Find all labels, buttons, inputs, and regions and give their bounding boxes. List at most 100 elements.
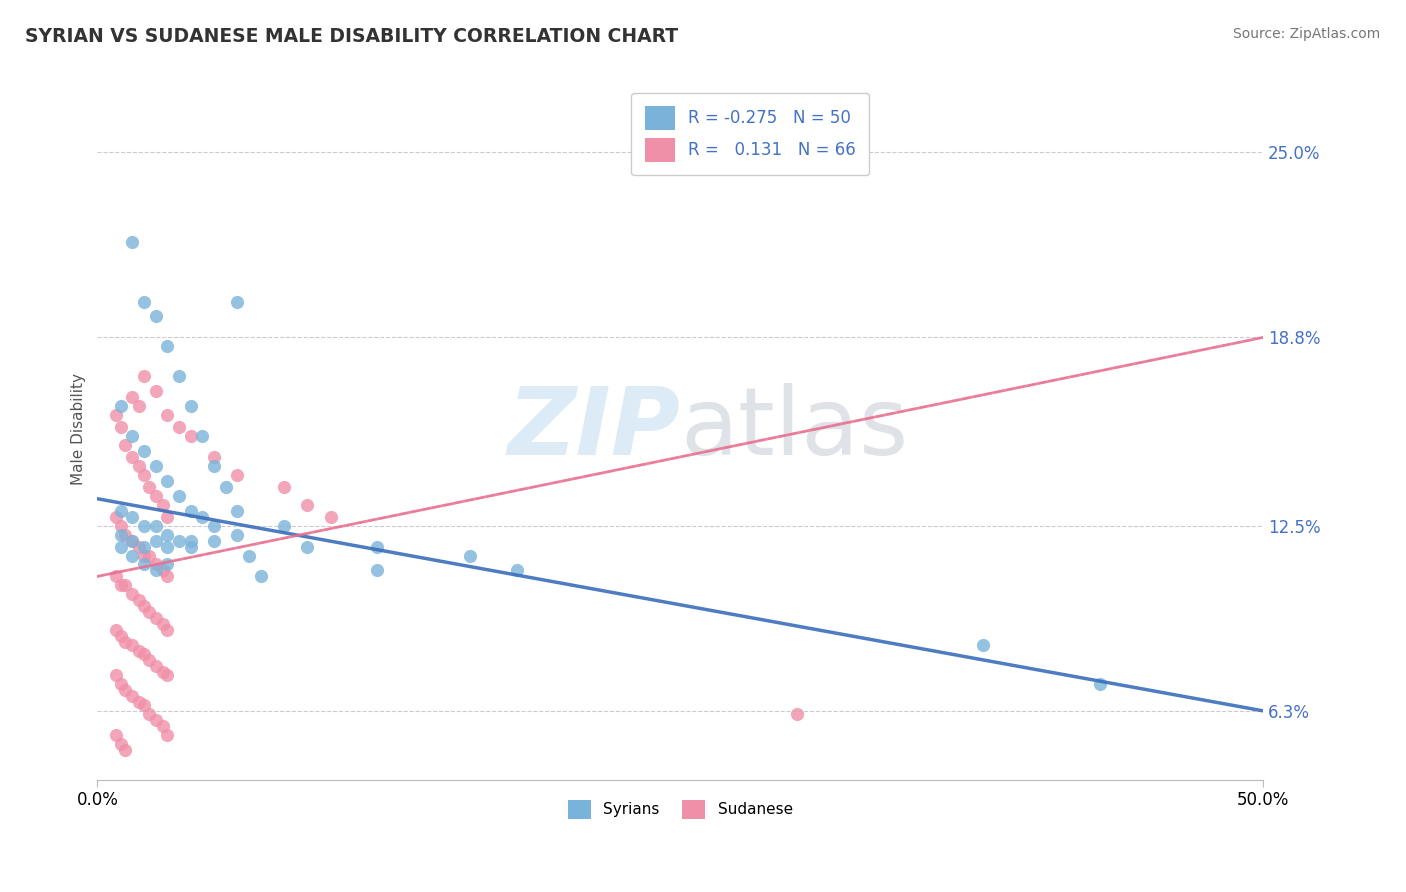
Point — [145, 310, 167, 324]
Point — [132, 599, 155, 614]
Point — [114, 743, 136, 757]
Point — [152, 719, 174, 733]
Point — [156, 509, 179, 524]
Point — [132, 549, 155, 563]
Point — [145, 564, 167, 578]
Point — [114, 635, 136, 649]
Point — [128, 593, 150, 607]
Point — [121, 549, 143, 563]
Point — [132, 294, 155, 309]
Point — [180, 533, 202, 548]
Point — [121, 450, 143, 464]
Point — [145, 384, 167, 399]
Point — [138, 549, 160, 563]
Point — [156, 728, 179, 742]
Point — [121, 587, 143, 601]
Point — [786, 706, 808, 721]
Point — [226, 527, 249, 541]
Point — [156, 527, 179, 541]
Point — [110, 677, 132, 691]
Text: SYRIAN VS SUDANESE MALE DISABILITY CORRELATION CHART: SYRIAN VS SUDANESE MALE DISABILITY CORRE… — [25, 27, 679, 45]
Point — [167, 489, 190, 503]
Point — [202, 458, 225, 473]
Point — [110, 504, 132, 518]
Point — [156, 339, 179, 353]
Point — [128, 695, 150, 709]
Point — [128, 458, 150, 473]
Point — [156, 668, 179, 682]
Point — [105, 408, 128, 422]
Point — [121, 638, 143, 652]
Point — [180, 429, 202, 443]
Point — [132, 369, 155, 384]
Point — [121, 390, 143, 404]
Point — [110, 737, 132, 751]
Point — [273, 518, 295, 533]
Point — [132, 698, 155, 712]
Point — [156, 624, 179, 638]
Point — [132, 540, 155, 554]
Point — [366, 564, 388, 578]
Point — [105, 668, 128, 682]
Point — [180, 540, 202, 554]
Point — [152, 665, 174, 679]
Point — [202, 533, 225, 548]
Point — [110, 527, 132, 541]
Point — [191, 509, 214, 524]
Point — [167, 420, 190, 434]
Point — [1088, 677, 1111, 691]
Point — [202, 450, 225, 464]
Point — [167, 533, 190, 548]
Point — [167, 369, 190, 384]
Point — [145, 659, 167, 673]
Point — [214, 480, 236, 494]
Point — [156, 569, 179, 583]
Point — [145, 489, 167, 503]
Point — [132, 467, 155, 482]
Point — [121, 509, 143, 524]
Point — [191, 429, 214, 443]
Point — [152, 498, 174, 512]
Point — [121, 533, 143, 548]
Point — [226, 504, 249, 518]
Point — [132, 518, 155, 533]
Point — [145, 458, 167, 473]
Point — [128, 399, 150, 413]
Point — [110, 540, 132, 554]
Point — [114, 527, 136, 541]
Text: ZIP: ZIP — [508, 383, 681, 475]
Point — [273, 480, 295, 494]
Point — [128, 540, 150, 554]
Point — [156, 558, 179, 572]
Point — [180, 399, 202, 413]
Point — [132, 558, 155, 572]
Point — [121, 429, 143, 443]
Point — [238, 549, 260, 563]
Point — [145, 713, 167, 727]
Point — [202, 518, 225, 533]
Point — [156, 408, 179, 422]
Point — [105, 728, 128, 742]
Point — [226, 294, 249, 309]
Point — [114, 438, 136, 452]
Point — [295, 540, 318, 554]
Point — [128, 644, 150, 658]
Point — [138, 653, 160, 667]
Point — [114, 683, 136, 698]
Point — [226, 467, 249, 482]
Point — [972, 638, 994, 652]
Text: Source: ZipAtlas.com: Source: ZipAtlas.com — [1233, 27, 1381, 41]
Point — [295, 498, 318, 512]
Point — [121, 533, 143, 548]
Point — [110, 420, 132, 434]
Point — [249, 569, 271, 583]
Y-axis label: Male Disability: Male Disability — [72, 373, 86, 484]
Point — [114, 578, 136, 592]
Point — [152, 564, 174, 578]
Point — [105, 569, 128, 583]
Point — [145, 518, 167, 533]
Point — [156, 474, 179, 488]
Point — [180, 504, 202, 518]
Point — [105, 624, 128, 638]
Point — [121, 235, 143, 249]
